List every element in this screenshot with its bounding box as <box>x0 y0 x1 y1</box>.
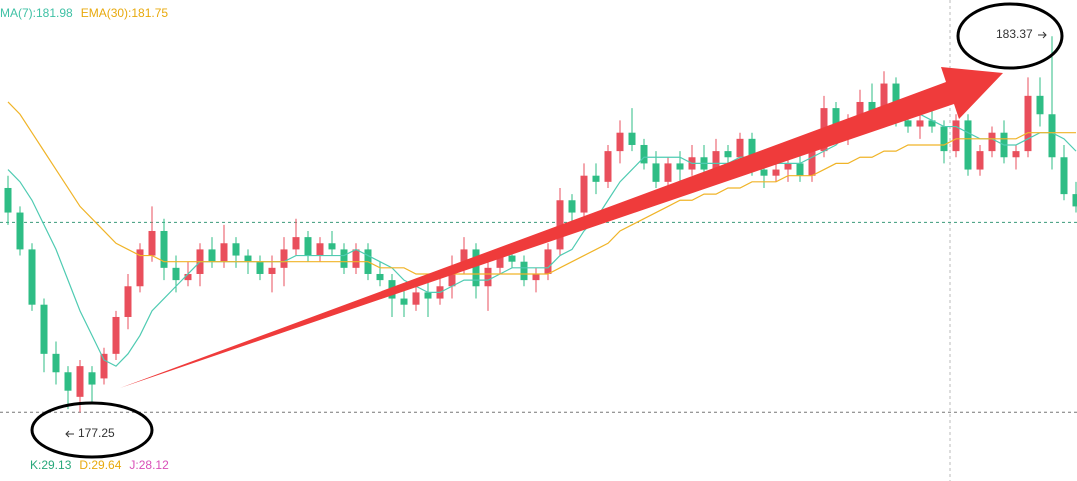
candle-body <box>136 249 144 287</box>
candle-body <box>880 83 888 115</box>
candle-body <box>532 273 540 281</box>
candle-body <box>64 372 72 391</box>
candle-body <box>664 163 672 182</box>
candle-body <box>316 243 324 256</box>
candle-body <box>28 249 36 305</box>
indicator-label: K:29.13 <box>30 458 72 472</box>
candle-body <box>976 151 984 170</box>
candle-body <box>928 120 936 127</box>
candle-body <box>1012 151 1020 158</box>
ma-label: MA(7):181.98 <box>0 6 73 20</box>
candle-body <box>772 169 780 176</box>
candle-body <box>712 151 720 170</box>
candle-body <box>808 151 816 176</box>
candle-body <box>520 261 528 281</box>
candle-body <box>100 353 108 379</box>
candle-body <box>412 292 420 305</box>
candle-body <box>496 255 504 268</box>
candle-body <box>1072 194 1077 207</box>
candle-body <box>484 267 492 287</box>
candle-body <box>124 286 132 317</box>
candle-body <box>556 200 564 250</box>
candle-body <box>340 249 348 268</box>
candle-body <box>640 144 648 164</box>
high-circle <box>956 2 1064 70</box>
candle-body <box>988 132 996 152</box>
ma-line <box>7 101 1076 275</box>
candle-body <box>904 120 912 127</box>
candle-body <box>352 249 360 268</box>
candle-body <box>856 101 864 121</box>
candle-body <box>256 261 264 274</box>
trend-arrow <box>120 67 1003 388</box>
candle-body <box>244 255 252 262</box>
low-circle <box>30 401 154 459</box>
candle-body <box>268 267 276 274</box>
candle-body <box>376 273 384 281</box>
candle-body <box>544 249 552 274</box>
indicator-label: D:29.64 <box>79 458 121 472</box>
candle-body <box>784 163 792 170</box>
candle-body <box>76 366 84 397</box>
candle-body <box>160 230 168 268</box>
candle-body <box>208 249 216 262</box>
candle-body <box>220 243 228 262</box>
candle-body <box>112 316 120 354</box>
candle-body <box>1036 95 1044 115</box>
candle-body <box>184 273 192 281</box>
candle-body <box>148 230 156 256</box>
candle-body <box>616 132 624 152</box>
candle-body <box>328 243 336 250</box>
candle-body <box>952 120 960 152</box>
ma-label: EMA(30):181.75 <box>81 6 169 20</box>
candle-body <box>724 151 732 158</box>
candle-body <box>280 249 288 268</box>
candle-body <box>652 163 660 182</box>
high-label: 183.37 <box>996 27 1033 41</box>
candle-body <box>604 151 612 182</box>
candle-body <box>400 298 408 305</box>
candle-body <box>580 175 588 213</box>
candle-body <box>592 175 600 182</box>
low-arrow-head <box>65 430 70 438</box>
candle-body <box>232 243 240 256</box>
indicator-label: J:28.12 <box>129 458 169 472</box>
candle-body <box>460 249 468 268</box>
candle-body <box>52 353 60 373</box>
candle-body <box>736 138 744 158</box>
candle-body <box>964 120 972 170</box>
candle-body <box>1060 157 1068 195</box>
candle-body <box>940 126 948 152</box>
candle-body <box>1048 114 1056 158</box>
high-arrow-head <box>1042 31 1047 39</box>
plot-area <box>0 36 1077 413</box>
candle-body <box>4 187 12 213</box>
candle-body <box>508 255 516 262</box>
candle-body <box>472 249 480 287</box>
candle-body <box>760 169 768 176</box>
candle-body <box>916 120 924 127</box>
candle-body <box>40 304 48 354</box>
candle-body <box>16 212 24 250</box>
candle-body <box>88 372 96 385</box>
candle-body <box>676 163 684 170</box>
candle-body <box>796 163 804 176</box>
candle-body <box>172 267 180 281</box>
candle-body <box>868 101 876 115</box>
candle-body <box>424 292 432 299</box>
candle-body <box>832 108 840 127</box>
candle-body <box>568 200 576 213</box>
candle-body <box>304 237 312 256</box>
candle-body <box>1024 95 1032 152</box>
candle-body <box>628 132 636 145</box>
low-label: 177.25 <box>78 426 115 440</box>
candle-body <box>448 267 456 287</box>
candle-body <box>292 237 300 250</box>
